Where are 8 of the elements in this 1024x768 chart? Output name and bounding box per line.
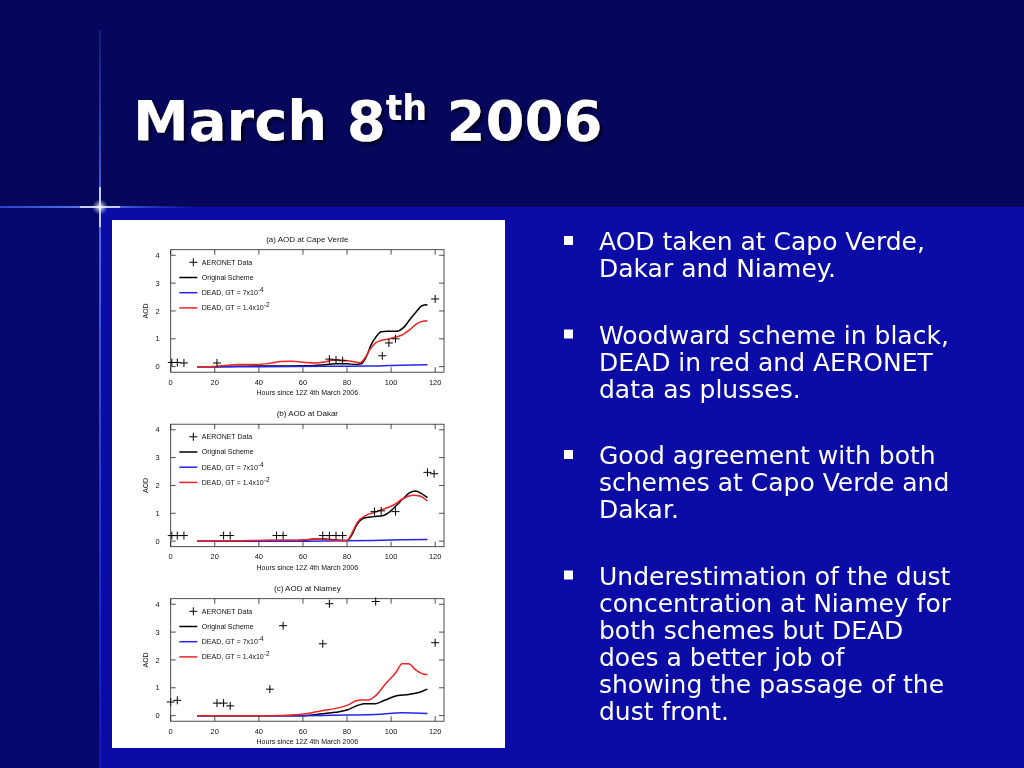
text: March 8$^{th}$ 2006 — [133, 88, 603, 153]
chart-title: (b) AOD at Dakar — [276, 409, 339, 419]
chart-title: (c) AOD at Niamey — [274, 583, 341, 593]
text: Underestimation of the dust concentration at Niamey for both schemes but DEAD does a better job of showing the passage of the dust front. — [599, 561, 952, 726]
chart-title: (a) AOD at Cape Verde — [266, 234, 350, 244]
text: Good agreement with both schemes at Capo Verde and Dakar. — [599, 441, 950, 524]
text: Woodward scheme in black, DEAD in red and AERONET data as plusses. — [599, 320, 949, 404]
text: AOD taken at Capo Verde, Dakar and Niamey. — [599, 227, 925, 283]
